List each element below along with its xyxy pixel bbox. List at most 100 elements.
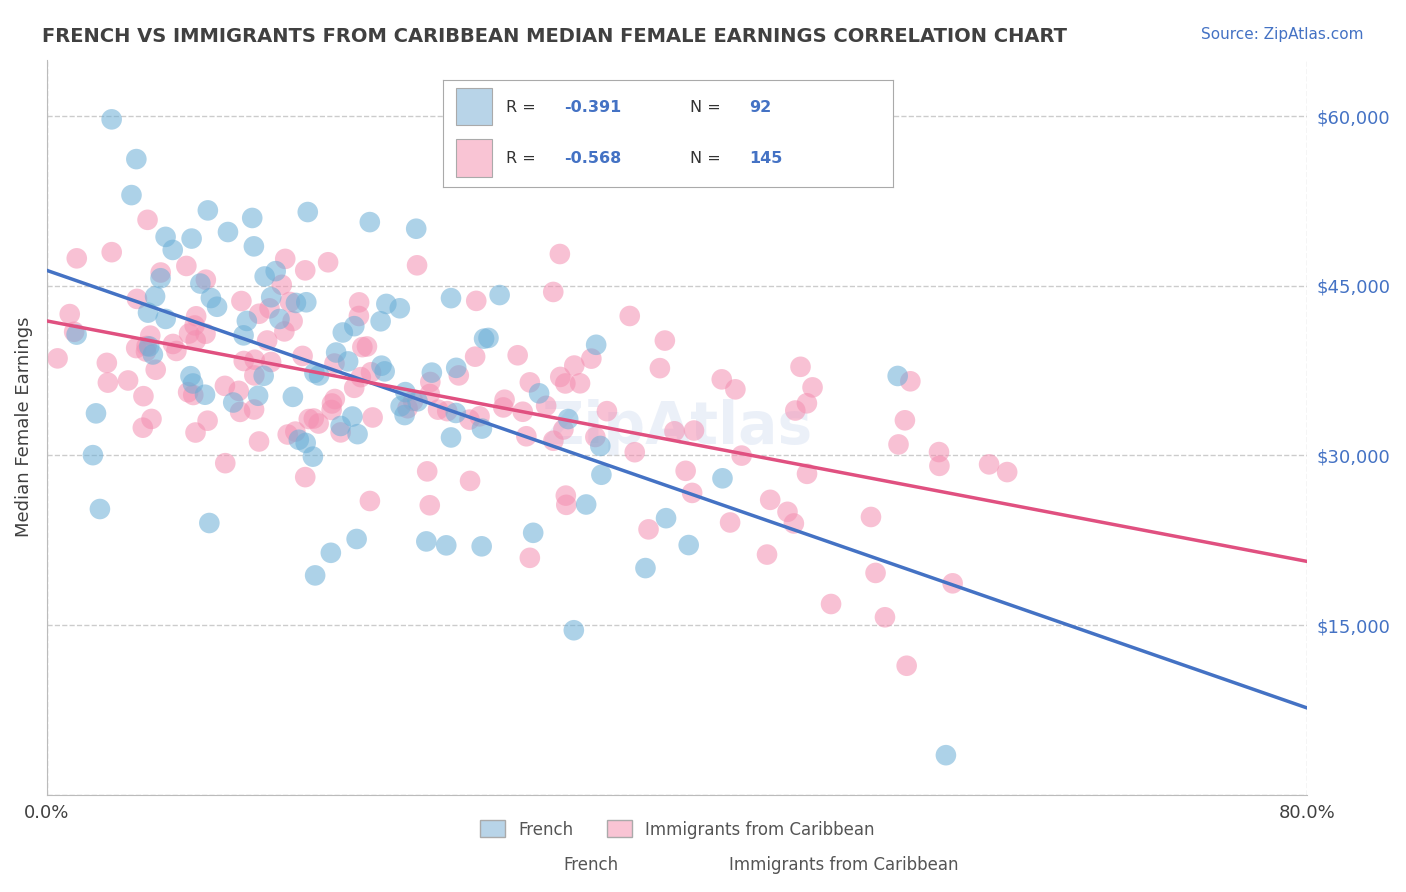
Point <box>302 411 325 425</box>
Point <box>194 273 217 287</box>
Point <box>776 505 799 519</box>
Bar <box>457 87 492 125</box>
Point <box>181 376 204 391</box>
Point <box>298 412 321 426</box>
Point <box>139 328 162 343</box>
Point <box>321 396 343 410</box>
Point <box>654 334 676 348</box>
Point <box>176 259 198 273</box>
Point <box>125 292 148 306</box>
Text: R =: R = <box>506 100 541 114</box>
Point <box>634 561 657 575</box>
Point <box>458 474 481 488</box>
Point <box>273 325 295 339</box>
Point <box>46 351 69 366</box>
Point <box>759 492 782 507</box>
Point <box>278 295 301 310</box>
Text: N =: N = <box>690 100 727 114</box>
Point <box>243 352 266 367</box>
Point <box>977 458 1000 472</box>
Point <box>243 239 266 253</box>
Point <box>332 326 354 340</box>
Point <box>471 421 494 435</box>
Point <box>142 347 165 361</box>
Point <box>361 410 384 425</box>
Point <box>194 326 217 341</box>
Point <box>548 247 571 261</box>
Point <box>302 450 325 464</box>
Point <box>132 420 155 434</box>
Point <box>569 376 592 391</box>
Point <box>402 394 425 409</box>
Point <box>100 245 122 260</box>
Point <box>477 331 499 345</box>
Point <box>205 300 228 314</box>
Point <box>342 409 364 424</box>
Point <box>374 364 396 378</box>
Point <box>343 319 366 334</box>
Point <box>281 390 304 404</box>
Point <box>896 658 918 673</box>
Point <box>155 230 177 244</box>
Point <box>655 511 678 525</box>
Point <box>506 348 529 362</box>
Text: French: French <box>562 856 619 874</box>
Point <box>801 380 824 394</box>
Point <box>136 305 159 319</box>
Point <box>589 439 612 453</box>
Point <box>329 419 352 434</box>
Point <box>346 427 368 442</box>
Point <box>388 301 411 316</box>
Point <box>347 295 370 310</box>
Point <box>554 376 576 391</box>
Point <box>284 296 307 310</box>
Point <box>59 307 82 321</box>
Point <box>274 252 297 266</box>
Point <box>898 374 921 388</box>
Point <box>359 215 381 229</box>
Point <box>162 337 184 351</box>
Point <box>291 349 314 363</box>
Point <box>406 258 429 272</box>
Point <box>264 264 287 278</box>
Point <box>179 369 201 384</box>
Point <box>82 448 104 462</box>
Point <box>117 374 139 388</box>
Point <box>352 340 374 354</box>
Text: ZipAtlas: ZipAtlas <box>541 399 813 456</box>
Point <box>319 546 342 560</box>
Point <box>138 339 160 353</box>
Point <box>440 291 463 305</box>
Point <box>406 394 429 409</box>
Point <box>190 277 212 291</box>
Point <box>253 368 276 383</box>
Point <box>346 532 368 546</box>
Point <box>84 406 107 420</box>
Point <box>581 351 603 366</box>
Point <box>548 370 571 384</box>
Point <box>125 152 148 166</box>
Point <box>730 449 752 463</box>
Point <box>247 434 270 449</box>
Point <box>434 538 457 552</box>
Point <box>323 357 346 371</box>
Point <box>596 404 619 418</box>
Point <box>637 522 659 536</box>
Point <box>416 464 439 478</box>
Point <box>928 458 950 473</box>
Bar <box>457 139 492 177</box>
Point <box>228 384 250 398</box>
Point <box>165 343 187 358</box>
Point <box>522 525 544 540</box>
Point <box>184 334 207 348</box>
Point <box>415 534 437 549</box>
Y-axis label: Median Female Earnings: Median Female Earnings <box>15 317 32 537</box>
Point <box>197 203 219 218</box>
Point <box>492 401 515 415</box>
Point <box>270 277 292 292</box>
Point <box>619 309 641 323</box>
Point <box>562 624 585 638</box>
Point <box>329 425 352 440</box>
Point <box>444 406 467 420</box>
Point <box>394 408 416 422</box>
